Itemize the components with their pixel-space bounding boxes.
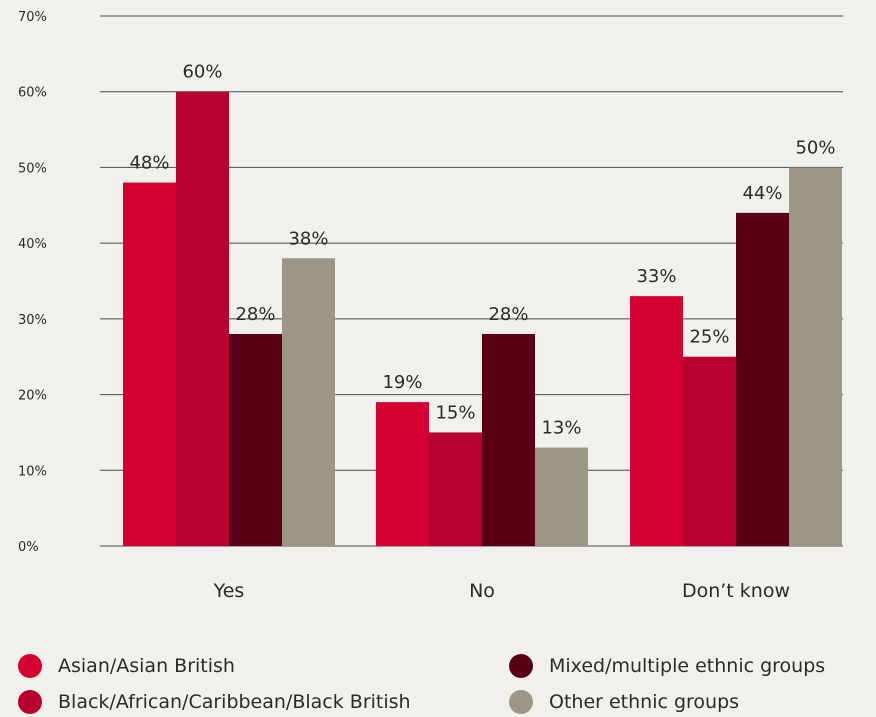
- bar: [535, 447, 588, 546]
- value-label: 38%: [288, 228, 328, 249]
- value-label: 50%: [795, 137, 835, 158]
- value-label: 13%: [541, 418, 581, 439]
- y-tick-label: 20%: [18, 389, 47, 404]
- value-label: 28%: [235, 304, 275, 325]
- bars: [123, 91, 842, 547]
- y-axis-ticks: 0% 10% 20% 30% 40% 50% 60% 70%: [18, 10, 47, 555]
- y-tick-label: 30%: [18, 313, 47, 328]
- bar: [229, 334, 282, 546]
- bar: [736, 212, 789, 546]
- bar: [683, 356, 736, 546]
- value-label: 44%: [742, 183, 782, 204]
- y-tick-label: 70%: [18, 10, 47, 25]
- x-axis-label: Don’t know: [682, 580, 790, 602]
- x-axis-labels: Yes No Don’t know: [213, 580, 790, 602]
- y-tick-label: 50%: [18, 161, 47, 176]
- value-label: 25%: [689, 327, 729, 348]
- x-axis-label: No: [469, 580, 495, 602]
- bar: [176, 91, 229, 546]
- value-label: 33%: [636, 266, 676, 287]
- y-tick-label: 10%: [18, 464, 47, 479]
- value-labels: 48% 19% 33% 60% 15% 25% 28% 28% 44% 38% 13% 50%: [129, 62, 835, 439]
- y-tick-label: 0%: [18, 540, 39, 555]
- bar: [630, 296, 683, 546]
- value-label: 28%: [488, 304, 528, 325]
- value-label: 19%: [382, 372, 422, 393]
- value-label: 48%: [129, 153, 169, 174]
- bar: [789, 167, 842, 546]
- bar: [282, 258, 335, 546]
- y-tick-label: 60%: [18, 86, 47, 101]
- x-axis-label: Yes: [213, 580, 245, 602]
- bar: [482, 334, 535, 546]
- value-label: 15%: [435, 402, 475, 423]
- y-tick-label: 40%: [18, 237, 47, 252]
- bar: [123, 182, 176, 547]
- bar: [429, 432, 482, 546]
- value-label: 60%: [182, 62, 222, 83]
- bar: [376, 402, 429, 546]
